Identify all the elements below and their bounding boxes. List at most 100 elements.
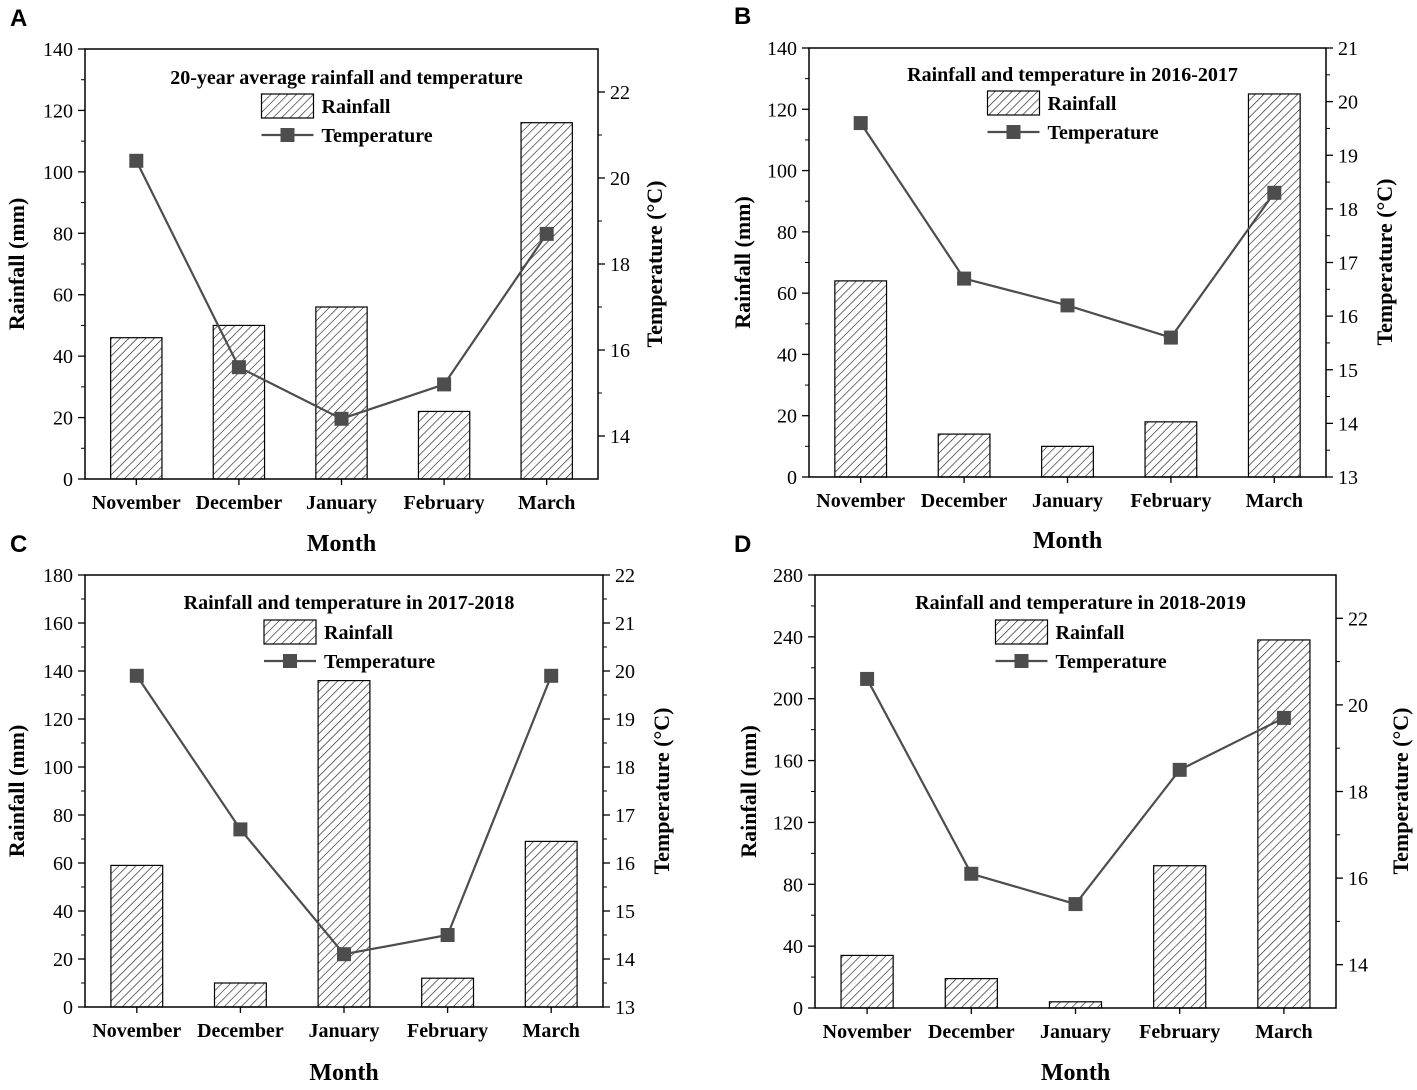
right-tick-label: 19: [1338, 145, 1358, 167]
chart-title: Rainfall and temperature in 2018-2019: [915, 592, 1246, 614]
right-tick-label: 21: [1338, 38, 1358, 60]
x-tick-label: December: [928, 1021, 1015, 1043]
right-axis-title: Temperature (°C): [1388, 707, 1413, 874]
temperature-marker: [129, 153, 144, 168]
temperature-marker: [1276, 710, 1291, 725]
right-tick-label: 14: [1348, 955, 1368, 977]
left-tick-label: 100: [43, 162, 73, 184]
temperature-marker: [1060, 298, 1075, 313]
rainfall-bar: [524, 840, 578, 1008]
right-tick-label: 13: [1338, 467, 1358, 489]
legend-label: Temperature: [1048, 122, 1159, 144]
temperature-marker: [1068, 897, 1083, 912]
x-tick-label: December: [197, 1020, 284, 1042]
x-axis-title: Month: [1041, 1060, 1110, 1086]
right-tick-label: 20: [610, 168, 630, 190]
rainfall-bar: [1144, 421, 1198, 478]
x-tick-label: January: [1040, 1021, 1111, 1043]
x-tick-label: March: [522, 1020, 579, 1042]
left-tick-label: 80: [53, 223, 73, 245]
temperature-marker: [539, 226, 554, 241]
left-axis-title: Rainfall (mm): [730, 196, 755, 329]
right-tick-label: 20: [1338, 92, 1358, 114]
legend-rainfall-swatch: [260, 93, 315, 119]
chart-title: Rainfall and temperature in 2017-2018: [184, 592, 515, 614]
rainfall-bar: [1041, 445, 1094, 478]
right-tick-label: 17: [615, 805, 635, 827]
temperature-line: [866, 678, 1285, 906]
left-tick-label: 200: [773, 689, 803, 711]
right-tick-label: 19: [615, 709, 635, 731]
x-axis-title: Month: [1033, 528, 1102, 554]
left-tick-label: 80: [53, 805, 73, 827]
chart-title: Rainfall and temperature in 2016-2017: [907, 64, 1238, 86]
left-tick-label: 60: [53, 853, 73, 875]
right-tick-label: 16: [615, 853, 635, 875]
left-tick-label: 40: [777, 344, 797, 366]
left-tick-label: 120: [767, 99, 797, 121]
right-tick-label: 18: [1348, 782, 1368, 804]
rainfall-bar: [213, 982, 267, 1008]
x-tick-label: February: [1139, 1021, 1220, 1043]
x-tick-label: December: [196, 492, 283, 514]
legend-label: Rainfall: [1048, 93, 1117, 115]
x-tick-label: February: [1130, 490, 1211, 512]
right-tick-label: 21: [615, 613, 635, 635]
temperature-marker: [231, 360, 246, 375]
right-axis-title: Temperature (°C): [642, 180, 667, 347]
legend-rainfall-swatch: [263, 619, 317, 645]
x-axis-title: Month: [309, 1060, 378, 1086]
left-tick-label: 160: [773, 751, 803, 773]
right-tick-label: 22: [610, 82, 630, 104]
temperature-marker: [337, 947, 351, 962]
right-tick-label: 20: [1348, 695, 1368, 717]
left-tick-label: 100: [43, 757, 73, 779]
left-tick-label: 160: [43, 613, 73, 635]
legend-label: Rainfall: [324, 622, 393, 644]
temperature-marker: [440, 928, 455, 942]
left-tick-label: 0: [793, 998, 803, 1020]
panel-letter: A: [10, 5, 27, 32]
left-axis-title: Rainfall (mm): [4, 725, 29, 858]
left-tick-label: 60: [777, 283, 797, 305]
left-tick-label: 80: [777, 222, 797, 244]
panel-letter: B: [734, 3, 751, 30]
x-tick-label: November: [92, 1020, 181, 1042]
rainfall-bar: [840, 954, 894, 1009]
rainfall-bar: [315, 306, 368, 480]
left-tick-label: 100: [767, 161, 797, 183]
x-tick-label: January: [308, 1020, 379, 1042]
legend-temperature-marker: [283, 654, 297, 668]
rainfall-bar: [520, 122, 573, 480]
right-tick-label: 13: [615, 997, 635, 1019]
legend-label: Rainfall: [1056, 622, 1125, 644]
legend-temperature-marker: [1014, 654, 1029, 668]
right-axis-title: Temperature (°C): [1372, 178, 1397, 345]
right-tick-label: 16: [610, 340, 630, 362]
temperature-marker: [437, 377, 452, 392]
left-tick-label: 20: [53, 949, 73, 971]
right-tick-label: 18: [615, 757, 635, 779]
temperature-marker: [544, 668, 559, 683]
rainfall-bar: [944, 978, 998, 1009]
x-tick-label: November: [823, 1021, 912, 1043]
left-tick-label: 140: [767, 38, 797, 60]
temperature-marker: [853, 116, 868, 131]
x-tick-label: March: [1246, 490, 1303, 512]
left-tick-label: 120: [773, 812, 803, 834]
x-tick-label: December: [921, 490, 1008, 512]
x-tick-label: February: [407, 1020, 488, 1042]
right-axis-title: Temperature (°C): [649, 707, 674, 874]
x-axis-title: Month: [307, 531, 376, 557]
right-tick-label: 14: [610, 426, 630, 448]
right-tick-label: 18: [610, 254, 630, 276]
left-tick-label: 120: [43, 100, 73, 122]
rainfall-bar: [421, 977, 475, 1008]
right-tick-label: 18: [1338, 199, 1358, 221]
left-tick-label: 0: [63, 997, 73, 1019]
legend-temperature-marker: [280, 128, 295, 142]
temperature-marker: [233, 822, 248, 837]
right-tick-label: 16: [1338, 306, 1358, 328]
x-tick-label: January: [306, 492, 377, 514]
right-tick-label: 17: [1338, 253, 1358, 275]
